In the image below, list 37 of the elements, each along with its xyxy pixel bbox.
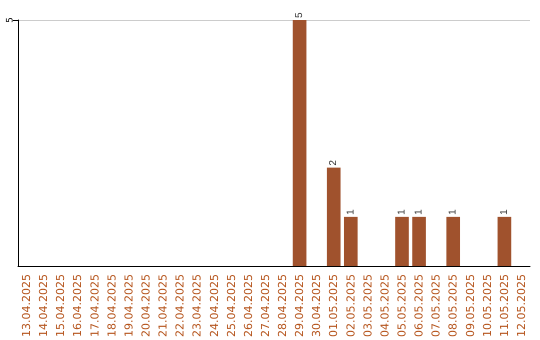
- data-label: 1: [498, 208, 510, 215]
- x-tick-label: 20.04.2025: [140, 274, 152, 338]
- x-tick-label: 16.04.2025: [71, 274, 84, 338]
- x-tick-label: 13.04.2025: [20, 274, 34, 338]
- x-tick-label: 12.05.2025: [514, 274, 528, 338]
- x-tick-label: 25.04.2025: [224, 274, 238, 338]
- x-tick-label: 04.05.2025: [378, 274, 392, 338]
- x-tick-label: 15.04.2025: [54, 274, 68, 338]
- data-label: 1: [448, 208, 459, 215]
- x-tick-label: 19.04.2025: [122, 274, 136, 338]
- data-label: 1: [414, 208, 425, 215]
- x-tick-label: 30.04.2025: [310, 274, 324, 338]
- x-tick-label: 10.05.2025: [480, 274, 494, 338]
- data-label: 1: [396, 208, 408, 215]
- x-tick-label: 21.04.2025: [156, 274, 170, 338]
- x-tick-label: 28.04.2025: [276, 274, 290, 338]
- x-tick-label: 27.04.2025: [258, 274, 272, 338]
- x-tick-label: 17.04.2025: [88, 274, 102, 338]
- x-tick-label: 18.04.2025: [105, 274, 118, 338]
- x-tick-label: 07.05.2025: [430, 274, 443, 338]
- data-label: 2: [328, 160, 340, 166]
- x-tick-label: 01.05.2025: [327, 274, 340, 338]
- data-label: 1: [345, 208, 356, 215]
- x-tick-label: 14.04.2025: [37, 274, 50, 338]
- x-tick-label: 23.04.2025: [190, 274, 204, 338]
- x-tick-label: 02.05.2025: [344, 274, 358, 338]
- x-tick-label: 06.05.2025: [412, 274, 426, 338]
- x-tick-label: 11.05.2025: [498, 274, 511, 338]
- x-tick-label: 05.05.2025: [396, 274, 408, 338]
- x-tick-label: 24.04.2025: [208, 274, 221, 338]
- x-tick-label: 09.05.2025: [464, 274, 477, 338]
- x-tick-label: 29.04.2025: [293, 274, 306, 338]
- x-tick-label: 03.05.2025: [361, 274, 374, 338]
- x-tick-label: 08.05.2025: [446, 274, 460, 338]
- x-tick-label: 22.04.2025: [174, 274, 187, 338]
- data-label: 5: [294, 12, 306, 18]
- x-tick-label: 26.04.2025: [242, 274, 255, 338]
